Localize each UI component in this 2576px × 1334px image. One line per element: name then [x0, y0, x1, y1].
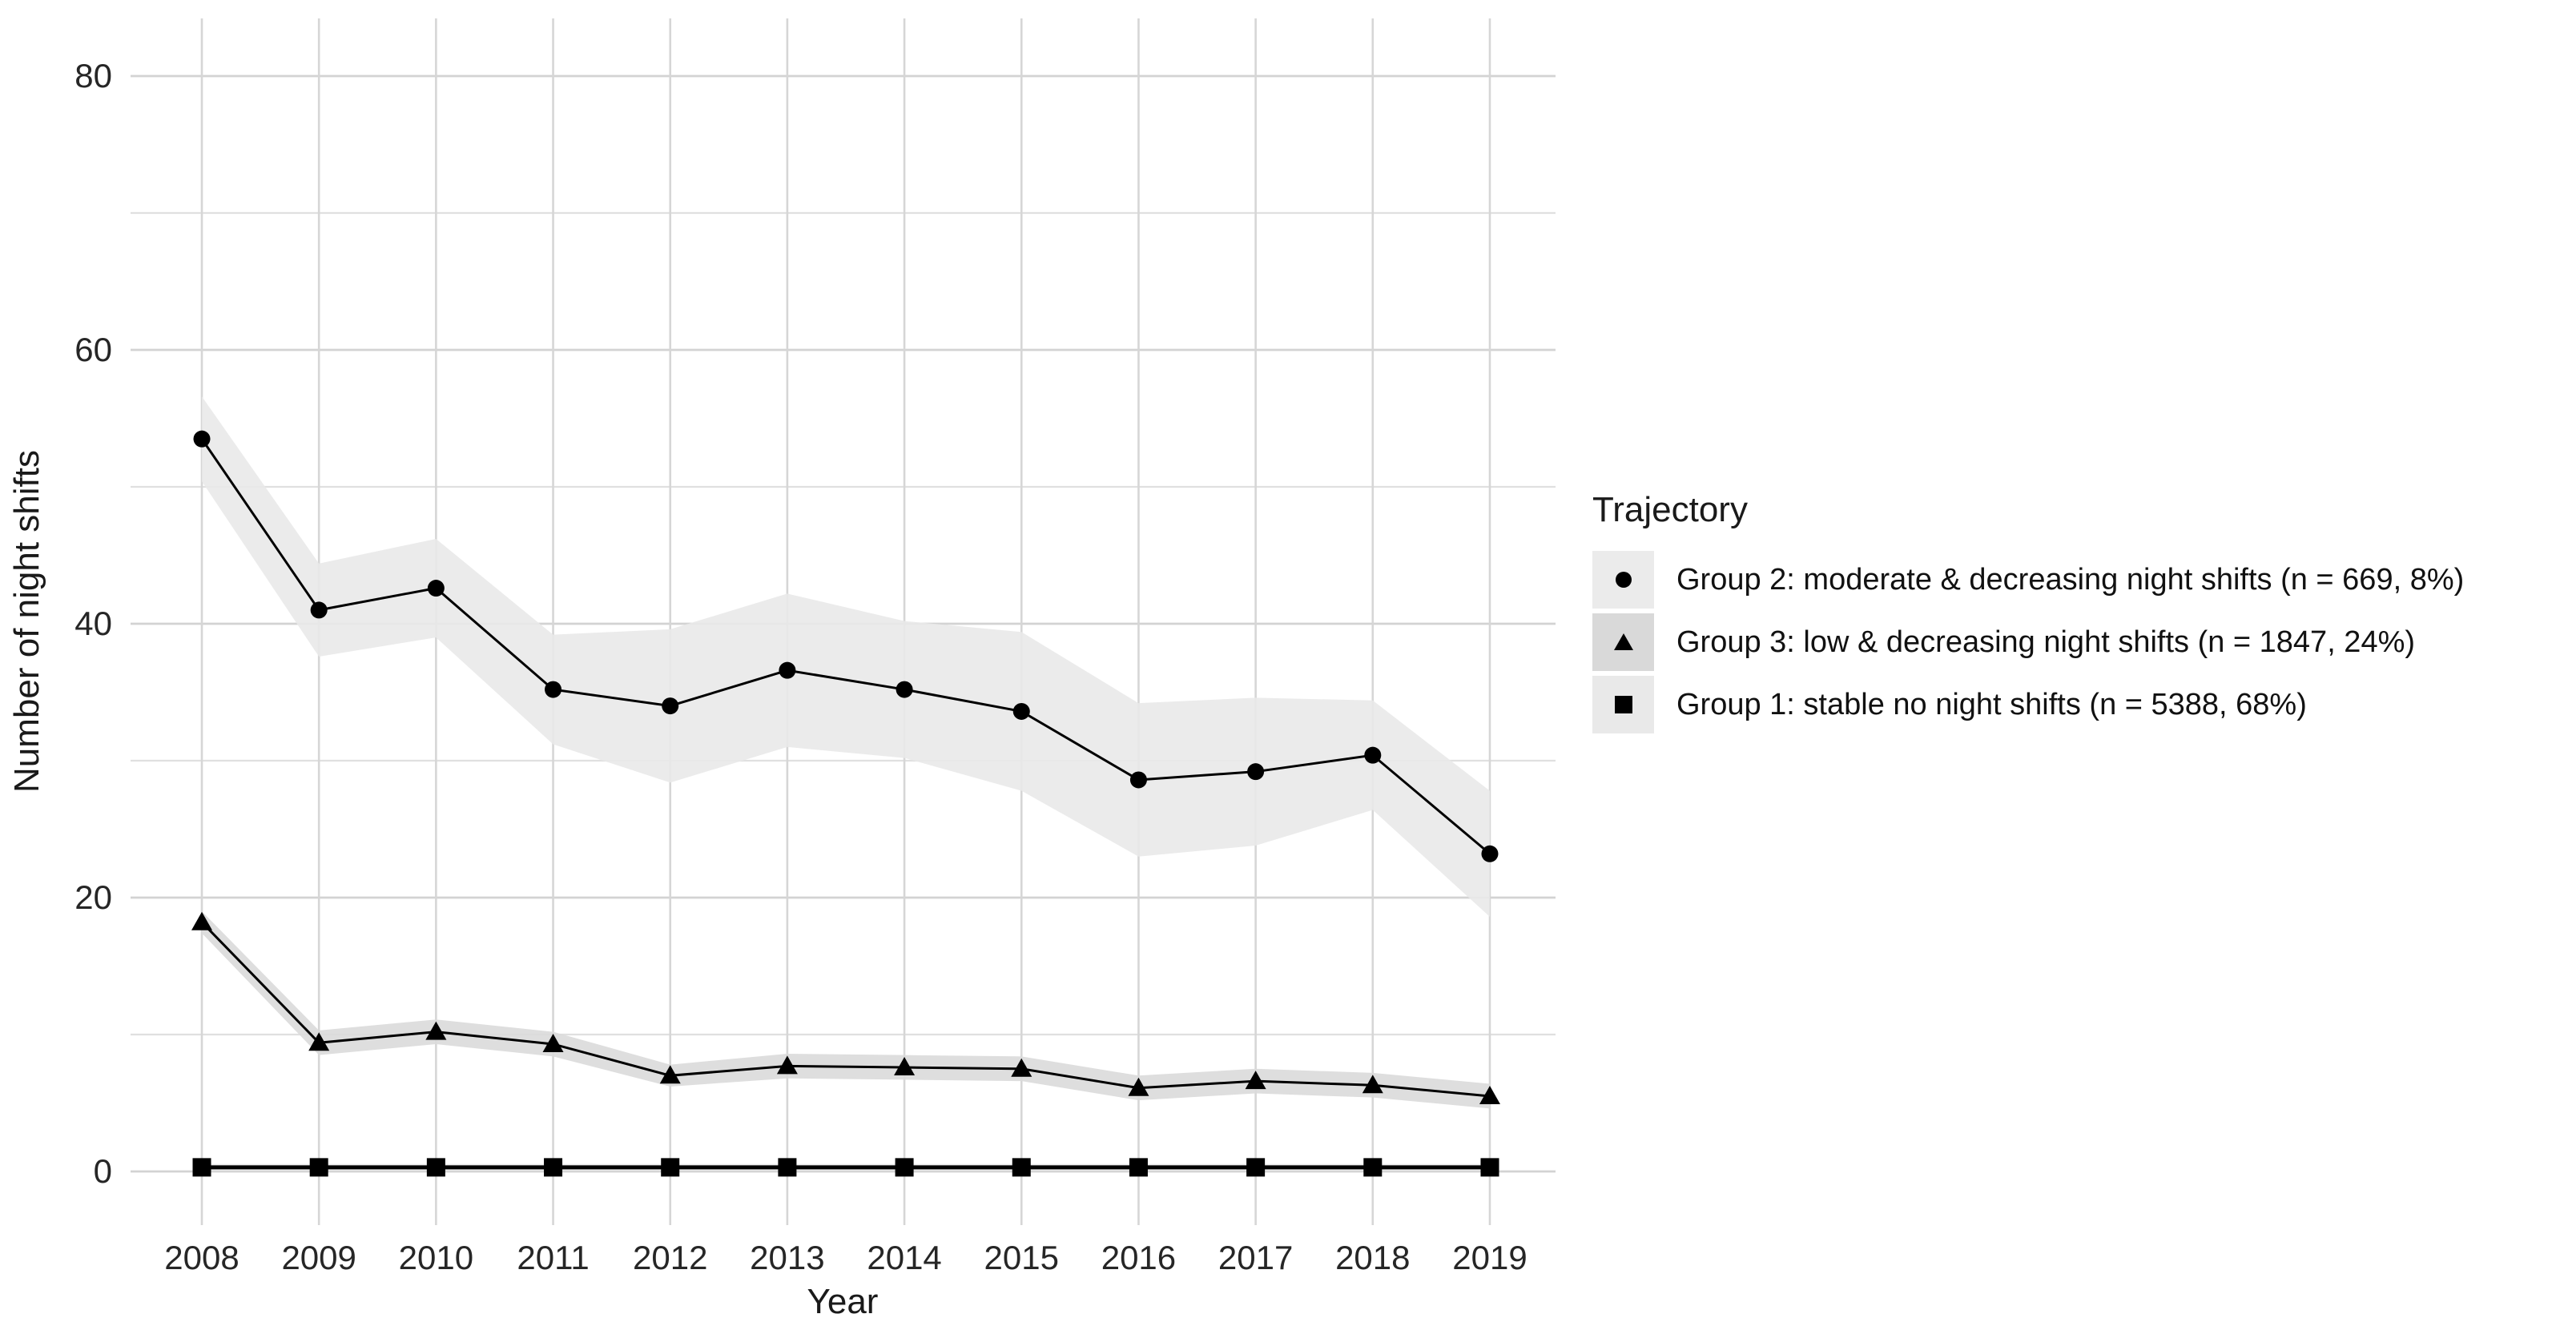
- confidence-ribbons: [202, 396, 1490, 1171]
- square-marker: [426, 1158, 445, 1177]
- square-marker: [309, 1158, 328, 1177]
- y-tick-label: 80: [74, 57, 112, 94]
- circle-marker: [662, 697, 679, 715]
- circle-marker: [1364, 746, 1382, 764]
- x-tick-label: 2008: [164, 1239, 239, 1276]
- x-axis-title: Year: [807, 1282, 879, 1321]
- series-markers: [191, 430, 1500, 1177]
- circle-marker: [779, 661, 796, 679]
- circle-marker: [1129, 771, 1147, 789]
- x-tick-label: 2016: [1101, 1239, 1177, 1276]
- square-marker: [778, 1158, 797, 1177]
- triangle-marker: [542, 1033, 564, 1052]
- triangle-marker: [308, 1032, 330, 1051]
- triangle-marker: [1362, 1075, 1383, 1094]
- ribbon-triangle: [202, 911, 1490, 1109]
- circle-marker: [1012, 702, 1030, 720]
- square-marker: [1363, 1158, 1383, 1177]
- square-marker: [1129, 1158, 1148, 1177]
- y-tick-label: 0: [93, 1152, 112, 1190]
- x-tick-label: 2015: [984, 1239, 1059, 1276]
- ribbon-circle: [202, 396, 1490, 917]
- line-circle: [200, 438, 1491, 855]
- x-tick-label: 2018: [1335, 1239, 1411, 1276]
- legend-key-swatch: [1592, 676, 1654, 733]
- triangle-marker-icon: [1613, 633, 1633, 650]
- circle-marker: [896, 681, 913, 698]
- line-triangle: [200, 921, 1491, 1098]
- square-marker: [544, 1158, 563, 1177]
- square-marker: [1012, 1158, 1031, 1177]
- square-marker-icon: [1614, 696, 1632, 713]
- circle-marker: [193, 430, 211, 448]
- circle-marker: [427, 580, 445, 597]
- legend-item-group1: Group 1: stable no night shifts (n = 538…: [1592, 676, 2464, 733]
- x-tick-label: 2017: [1218, 1239, 1294, 1276]
- triangle-marker: [425, 1021, 447, 1040]
- legend-key-swatch: [1592, 551, 1654, 609]
- x-tick-label: 2010: [398, 1239, 474, 1276]
- triangle-marker: [1479, 1085, 1500, 1104]
- y-tick-label: 20: [74, 878, 112, 916]
- gridlines: [131, 18, 1556, 1225]
- y-axis-title: Number of night shifts: [7, 450, 46, 793]
- circle-marker: [545, 681, 562, 698]
- square-marker: [895, 1158, 914, 1177]
- triangle-marker: [776, 1055, 798, 1075]
- triangle-marker: [1245, 1071, 1266, 1090]
- series-lines: [200, 438, 1491, 1170]
- square-marker: [1480, 1158, 1499, 1177]
- legend: Trajectory Group 2: moderate & decreasin…: [1592, 490, 2464, 738]
- triangle-marker: [1128, 1077, 1149, 1096]
- circle-marker: [1481, 845, 1499, 862]
- triangle-marker: [191, 911, 212, 930]
- circle-marker: [310, 601, 328, 619]
- circle-marker-icon: [1615, 572, 1632, 588]
- legend-item-label: Group 2: moderate & decreasing night shi…: [1676, 562, 2465, 597]
- legend-item-group3: Group 3: low & decreasing night shifts (…: [1592, 613, 2464, 671]
- legend-key-swatch: [1592, 613, 1654, 671]
- square-marker: [1246, 1158, 1266, 1177]
- x-tick-label: 2019: [1452, 1239, 1527, 1276]
- x-tick-label: 2009: [281, 1239, 356, 1276]
- triangle-marker: [659, 1065, 681, 1084]
- triangle-marker: [1011, 1058, 1032, 1077]
- triangle-marker: [894, 1057, 916, 1076]
- x-tick-label: 2013: [750, 1239, 825, 1276]
- x-tick-label: 2011: [517, 1239, 590, 1276]
- x-tick-label: 2012: [633, 1239, 708, 1276]
- legend-item-label: Group 1: stable no night shifts (n = 538…: [1676, 687, 2307, 721]
- y-tick-label: 60: [74, 331, 112, 368]
- legend-item-group2: Group 2: moderate & decreasing night shi…: [1592, 551, 2464, 609]
- legend-title: Trajectory: [1592, 490, 1748, 529]
- square-marker: [192, 1158, 211, 1177]
- x-tick-label: 2014: [867, 1239, 942, 1276]
- legend-item-label: Group 3: low & decreasing night shifts (…: [1676, 625, 2416, 659]
- y-tick-label: 40: [74, 605, 112, 642]
- circle-marker: [1247, 763, 1265, 781]
- square-marker: [661, 1158, 680, 1177]
